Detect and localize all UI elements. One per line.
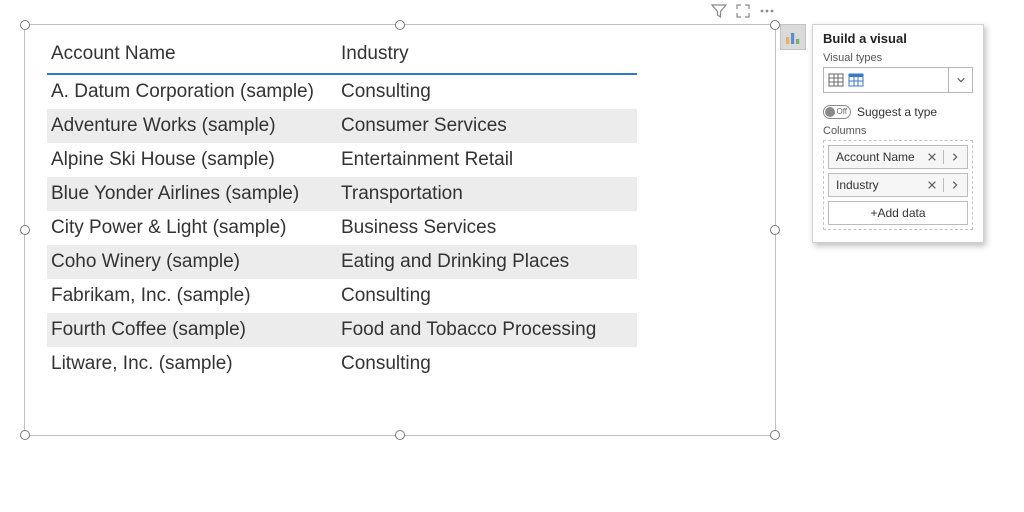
table-row[interactable]: Adventure Works (sample)Consumer Service… (47, 109, 637, 143)
table-cell: Fabrikam, Inc. (sample) (47, 279, 337, 313)
table-cell: Coho Winery (sample) (47, 245, 337, 279)
table-cell: Consulting (337, 75, 637, 109)
table-header-row: Account Name Industry (47, 37, 637, 74)
visual-toolbar (711, 3, 775, 19)
columns-field-well[interactable]: Account Name Industry (823, 140, 973, 230)
resize-handle-top-right[interactable] (770, 20, 780, 30)
focus-mode-icon[interactable] (735, 3, 751, 19)
table-visual-icon[interactable] (828, 72, 844, 88)
table-visual: Account Name Industry A. Datum Corporati… (25, 25, 775, 399)
visual-type-selector[interactable] (823, 67, 949, 93)
chip-separator (943, 178, 944, 192)
table-row[interactable]: A. Datum Corporation (sample)Consulting (47, 75, 637, 109)
resize-handle-bottom-right[interactable] (770, 430, 780, 440)
table-cell: Alpine Ski House (sample) (47, 143, 337, 177)
table-row[interactable]: Coho Winery (sample)Eating and Drinking … (47, 245, 637, 279)
visual-container[interactable]: Account Name Industry A. Datum Corporati… (24, 24, 776, 436)
add-data-button[interactable]: +Add data (828, 201, 968, 225)
table-cell: Business Services (337, 211, 637, 245)
filter-icon[interactable] (711, 3, 727, 19)
table-row[interactable]: Blue Yonder Airlines (sample)Transportat… (47, 177, 637, 211)
visual-types-label: Visual types (823, 52, 973, 64)
table-cell: Blue Yonder Airlines (sample) (47, 177, 337, 211)
suggest-type-toggle[interactable]: Off (823, 105, 851, 119)
table-row[interactable]: Fourth Coffee (sample)Food and Tobacco P… (47, 313, 637, 347)
table-cell: A. Datum Corporation (sample) (47, 75, 337, 109)
field-menu-icon[interactable] (948, 178, 962, 192)
table-row[interactable]: City Power & Light (sample)Business Serv… (47, 211, 637, 245)
table-cell: Litware, Inc. (sample) (47, 347, 337, 381)
resize-handle-middle-right[interactable] (770, 225, 780, 235)
resize-handle-bottom-middle[interactable] (395, 430, 405, 440)
table-cell: Food and Tobacco Processing (337, 313, 637, 347)
resize-handle-middle-left[interactable] (20, 225, 30, 235)
resize-handle-top-middle[interactable] (395, 20, 405, 30)
table-cell: Adventure Works (sample) (47, 109, 337, 143)
table-cell: Consulting (337, 279, 637, 313)
resize-handle-bottom-left[interactable] (20, 430, 30, 440)
more-options-icon[interactable] (759, 3, 775, 19)
visual-type-dropdown[interactable] (949, 67, 973, 93)
add-data-label: +Add data (870, 206, 925, 220)
column-header-industry[interactable]: Industry (337, 37, 637, 74)
columns-label: Columns (823, 125, 973, 137)
suggest-type-label: Suggest a type (857, 105, 937, 119)
field-chip-account-name[interactable]: Account Name (828, 145, 968, 169)
field-chip-label: Industry (836, 178, 921, 192)
panel-title: Build a visual (813, 25, 983, 52)
remove-field-icon[interactable] (925, 150, 939, 164)
toggle-state-label: Off (836, 106, 847, 118)
table-cell: Consumer Services (337, 109, 637, 143)
table-cell: Fourth Coffee (sample) (47, 313, 337, 347)
table-cell: Transportation (337, 177, 637, 211)
column-header-account-name[interactable]: Account Name (47, 37, 337, 74)
table-cell: City Power & Light (sample) (47, 211, 337, 245)
toggle-knob (825, 107, 835, 117)
visual-type-button[interactable] (780, 24, 806, 50)
remove-field-icon[interactable] (925, 178, 939, 192)
table-cell: Eating and Drinking Places (337, 245, 637, 279)
table-cell: Consulting (337, 347, 637, 381)
field-chip-industry[interactable]: Industry (828, 173, 968, 197)
resize-handle-top-left[interactable] (20, 20, 30, 30)
table-row[interactable]: Alpine Ski House (sample)Entertainment R… (47, 143, 637, 177)
build-visual-panel: Build a visual Visual types (812, 24, 984, 243)
table-row[interactable]: Litware, Inc. (sample)Consulting (47, 347, 637, 381)
field-chip-label: Account Name (836, 150, 921, 164)
table-cell: Entertainment Retail (337, 143, 637, 177)
field-menu-icon[interactable] (948, 150, 962, 164)
chip-separator (943, 150, 944, 164)
data-table: Account Name Industry A. Datum Corporati… (47, 37, 637, 381)
table-row[interactable]: Fabrikam, Inc. (sample)Consulting (47, 279, 637, 313)
matrix-visual-icon[interactable] (848, 72, 864, 88)
